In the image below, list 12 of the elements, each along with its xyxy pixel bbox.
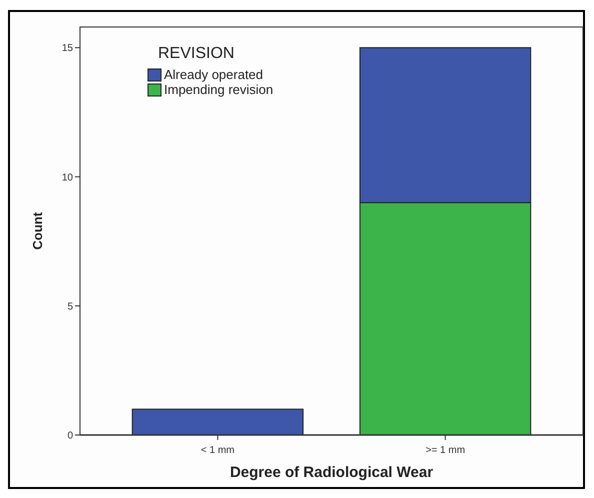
x-tick-label: < 1 mm <box>200 445 235 456</box>
y-tick-label: 0 <box>67 430 74 442</box>
y-tick-label: 10 <box>62 172 74 184</box>
y-tick-label: 15 <box>62 43 74 54</box>
x-axis-title: Degree of Radiological Wear <box>230 464 434 481</box>
legend-title: REVISION <box>158 45 234 62</box>
legend-label: Impending revision <box>164 82 274 97</box>
y-tick-label: 5 <box>67 301 74 312</box>
y-axis-title: Count <box>30 212 45 250</box>
bar <box>132 408 304 436</box>
legend-label: Already operated <box>164 67 264 82</box>
x-tick-label: >= 1 mm <box>426 445 466 456</box>
